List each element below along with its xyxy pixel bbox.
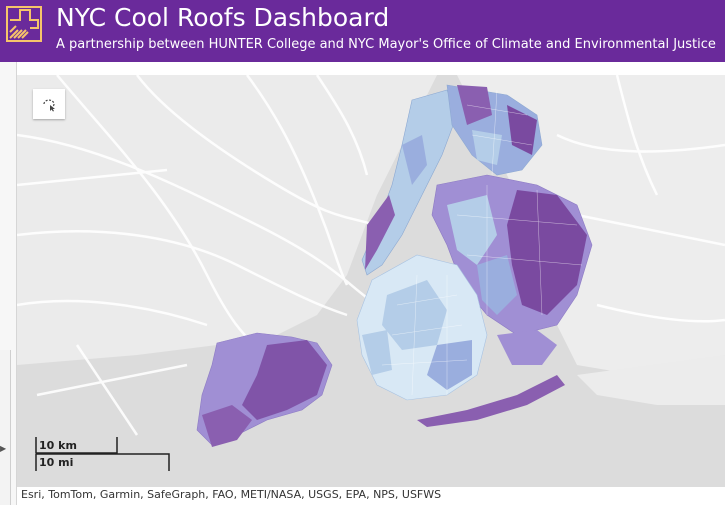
lasso-select-icon — [43, 99, 55, 112]
app-header: NYC Cool Roofs Dashboard A partnership b… — [0, 0, 725, 62]
scale-km-label: 10 km — [39, 439, 77, 452]
page-title: NYC Cool Roofs Dashboard — [56, 3, 390, 32]
collapsed-side-panel[interactable] — [0, 350, 11, 505]
scale-bar: 10 km 10 mi — [33, 437, 173, 473]
expand-panel-icon[interactable]: ▶ — [0, 444, 7, 453]
building-hatch-logo — [6, 6, 42, 42]
lasso-select-button[interactable] — [33, 89, 65, 119]
map-view[interactable] — [17, 75, 725, 487]
basemap[interactable] — [17, 75, 725, 487]
scale-mi-label: 10 mi — [39, 456, 74, 469]
page-subtitle: A partnership between HUNTER College and… — [56, 37, 716, 52]
map-attribution: Esri, TomTom, Garmin, SafeGraph, FAO, ME… — [17, 487, 725, 505]
